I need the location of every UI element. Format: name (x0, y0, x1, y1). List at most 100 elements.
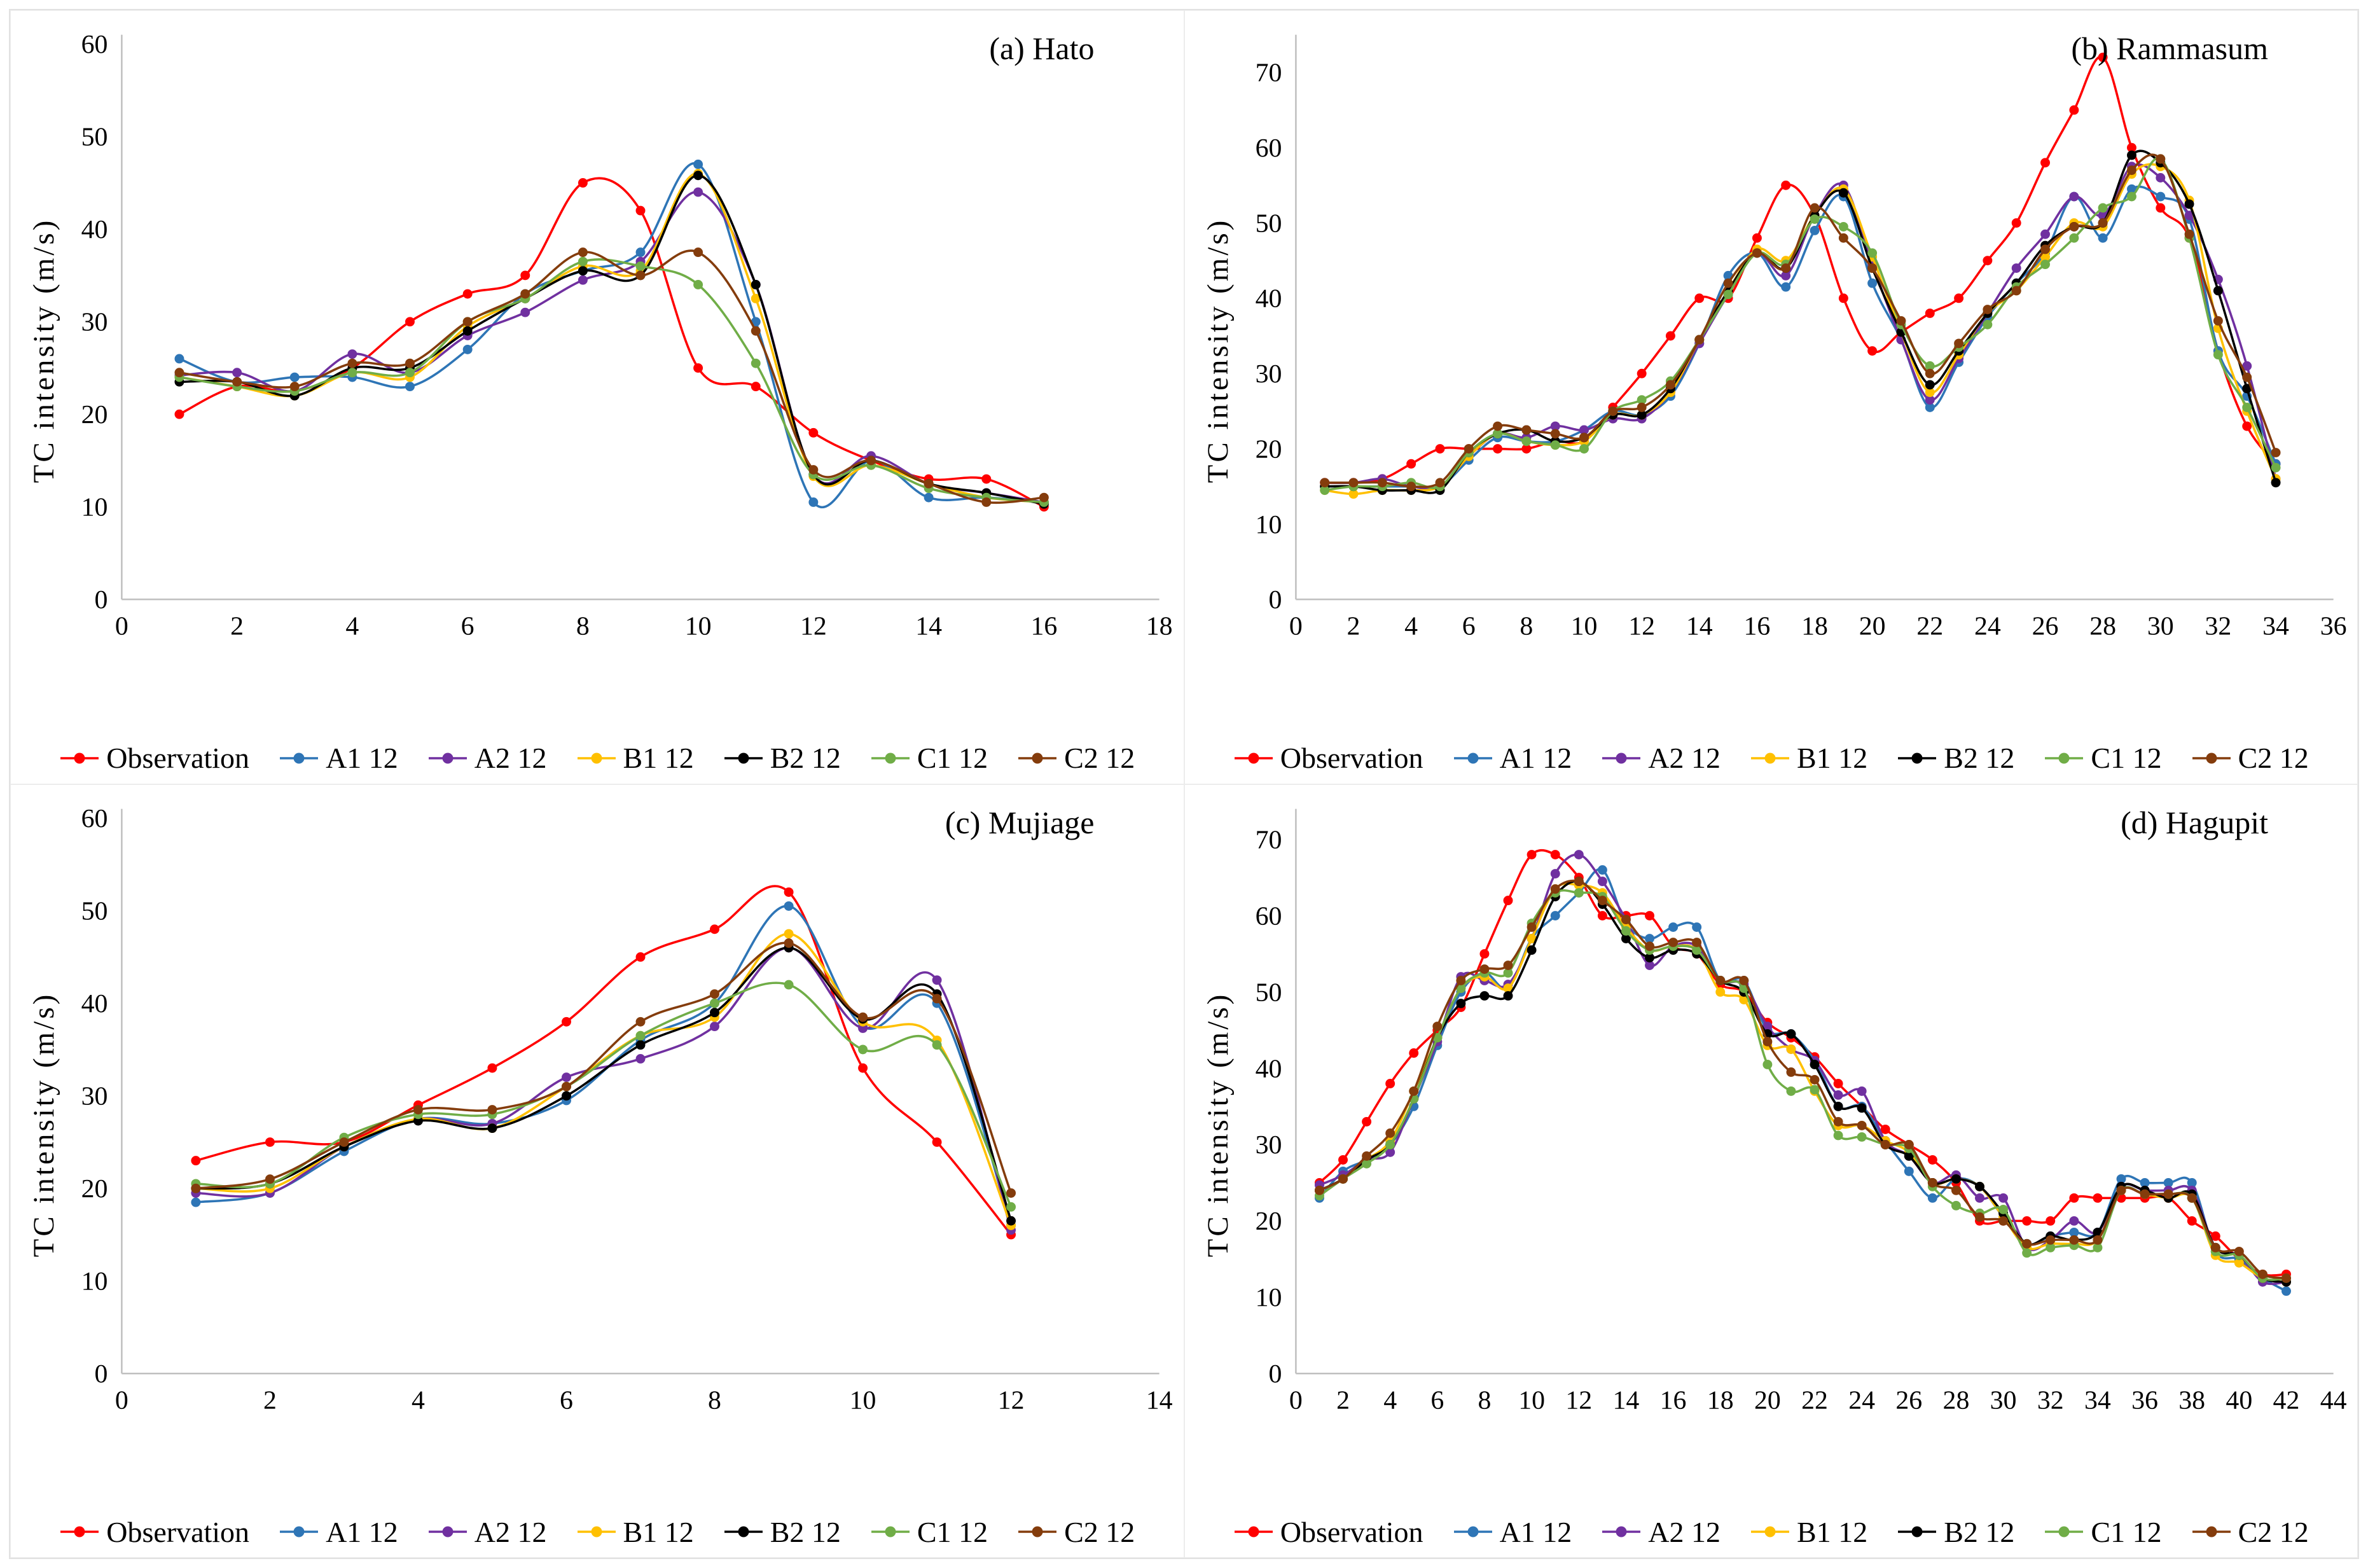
legend-item-c1-12: C1 12 (870, 1515, 988, 1549)
series-b2-12 (1319, 149, 2281, 496)
y-axis-label-mujiage: TC intensity (m/s) (27, 992, 60, 1258)
data-point (2068, 1193, 2079, 1203)
legend-marker-icon (724, 1526, 763, 1537)
data-point (1574, 876, 1584, 886)
data-point (784, 929, 794, 938)
legend-marker-dot (885, 1526, 896, 1537)
data-point (1838, 222, 1848, 232)
x-tick-label: 14 (915, 612, 942, 641)
legend-marker-dot (293, 1526, 305, 1537)
data-point (1338, 1174, 1348, 1184)
data-point (751, 326, 761, 336)
data-point (808, 497, 819, 507)
legend-label: B1 12 (1797, 742, 1868, 774)
data-point (1644, 910, 1654, 920)
data-point (2257, 1269, 2268, 1279)
data-point (578, 266, 588, 276)
legend-marker-icon (2045, 1526, 2084, 1537)
data-point (751, 382, 761, 392)
legend-marker-icon (871, 1526, 910, 1537)
x-tick-label: 0 (1289, 612, 1302, 641)
data-point (1503, 960, 1513, 970)
data-point (1780, 270, 1790, 281)
y-tick-label: 60 (1255, 901, 1282, 931)
data-point (2068, 222, 2079, 232)
series-line (1324, 185, 2277, 490)
legend-item-a2-12: A2 12 (1601, 741, 1721, 775)
series-line (1318, 849, 2287, 1277)
data-point (1385, 1078, 1395, 1088)
data-point (858, 1023, 868, 1033)
data-point (1621, 914, 1631, 924)
data-point (1857, 1102, 1867, 1113)
data-point (462, 344, 473, 354)
data-point (520, 307, 530, 317)
data-point (932, 1039, 942, 1050)
data-point (1435, 444, 1444, 454)
x-tick-label: 36 (2320, 612, 2346, 641)
data-point (1435, 478, 1444, 488)
x-tick-label: 0 (115, 612, 128, 641)
y-axis-label-hagupit: TC intensity (m/s) (1201, 992, 1235, 1258)
x-tick-label: 26 (2032, 612, 2058, 641)
data-point (1550, 910, 1560, 920)
data-point (1838, 293, 1848, 303)
y-tick-label: 60 (81, 30, 108, 59)
y-tick-label: 30 (81, 1081, 108, 1111)
data-point (1780, 180, 1790, 190)
series-a1-12 (1319, 184, 2281, 492)
data-point (1406, 482, 1416, 492)
data-point (1550, 868, 1560, 878)
legend-label: A2 12 (1648, 742, 1721, 774)
series-observation (174, 177, 1049, 512)
data-point (1385, 1147, 1395, 1157)
data-point (1895, 316, 1906, 326)
data-point (2241, 372, 2252, 382)
x-tick-label: 10 (1570, 612, 1597, 641)
data-point (2068, 1227, 2079, 1237)
data-point (2126, 184, 2136, 194)
data-point (1479, 990, 1489, 1001)
data-point (1637, 403, 1647, 412)
series-line (1318, 889, 2287, 1281)
data-point (2155, 203, 2165, 213)
y-tick-labels: 0 10 20 30 40 50 60 (81, 30, 108, 614)
legend-label: Observation (106, 742, 250, 774)
x-tick-label: 8 (576, 612, 590, 641)
legend-item-b1-12: B1 12 (1750, 741, 1867, 775)
data-point (1455, 975, 1465, 985)
legend-marker-icon (724, 753, 763, 763)
data-point (1432, 1021, 1442, 1031)
x-tick-label: 20 (1859, 612, 1885, 641)
x-tick-label: 8 (1478, 1385, 1491, 1415)
data-point (1637, 395, 1647, 405)
legend-marker-icon (1234, 1526, 1273, 1537)
legend-item-a1-12: A1 12 (1453, 741, 1572, 775)
data-point (578, 178, 588, 188)
data-point (1319, 478, 1329, 488)
data-point (1925, 361, 1935, 371)
legend-label: Observation (1280, 742, 1423, 774)
y-tick-label: 70 (1255, 825, 1282, 854)
data-point (347, 349, 357, 359)
data-point (1904, 1166, 1914, 1176)
legend-marker-dot (2058, 1526, 2070, 1537)
legend-marker-dot (74, 753, 85, 763)
legend-marker-icon (280, 1526, 319, 1537)
data-point (2011, 286, 2021, 296)
x-tick-label: 18 (1801, 612, 1828, 641)
legend-marker-dot (1911, 753, 1923, 763)
data-point (1833, 1116, 1843, 1127)
legend-marker-icon (60, 753, 99, 763)
data-point (693, 187, 703, 197)
data-point (1998, 1204, 2008, 1214)
data-point (1904, 1151, 1914, 1161)
y-tick-label: 30 (1255, 359, 1282, 389)
data-point (1810, 1074, 1819, 1085)
series-line (195, 981, 1013, 1207)
legend-item-a2-12: A2 12 (1601, 1515, 1721, 1549)
data-point (1574, 849, 1584, 859)
legend-marker-icon (1018, 1526, 1057, 1537)
legend-marker-dot (2206, 1526, 2217, 1537)
x-tick-label: 4 (345, 612, 359, 641)
